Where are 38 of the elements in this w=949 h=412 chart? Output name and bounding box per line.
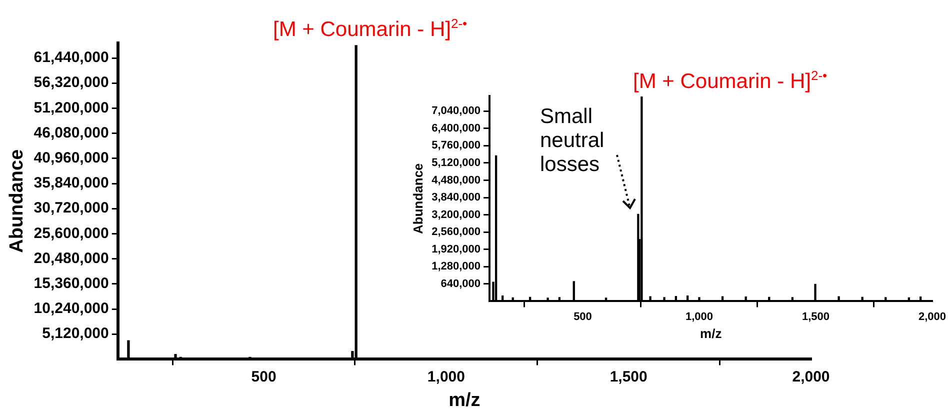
y-tick-label: 3,840,000 bbox=[432, 192, 481, 204]
y-tick-label: 2,560,000 bbox=[432, 226, 481, 238]
y-tick-label: 30,720,000 bbox=[34, 200, 109, 217]
x-axis-title: m/z bbox=[448, 390, 480, 411]
y-tick-label: 40,960,000 bbox=[34, 150, 109, 167]
y-tick-label: 15,360,000 bbox=[34, 275, 109, 292]
annotation: [M + Coumarin - H]$^{2-•}$ bbox=[633, 68, 828, 93]
x-axis-title: m/z bbox=[700, 326, 722, 341]
text: [M + Coumarin - H]$^{2-•}$ bbox=[273, 16, 468, 41]
x-tick-label: 1,000 bbox=[685, 310, 713, 323]
y-tick-label: 1,920,000 bbox=[432, 243, 481, 256]
y-tick-label: 51,200,000 bbox=[34, 99, 109, 116]
y-axis-title: Abundance bbox=[6, 149, 28, 253]
y-axis-title: Abundance bbox=[410, 163, 426, 234]
y-tick-label: 25,600,000 bbox=[34, 224, 109, 242]
x-tick-label: 1,500 bbox=[802, 310, 830, 323]
y-tick-label: 640,000 bbox=[440, 278, 481, 290]
y-tick-label: 5,760,000 bbox=[432, 140, 481, 152]
x-tick-label: 500 bbox=[251, 368, 276, 386]
y-tick-label: 35,840,000 bbox=[34, 174, 109, 192]
y-tick-label: 4,480,000 bbox=[432, 174, 481, 186]
x-tick-label: 1,000 bbox=[427, 368, 465, 386]
y-tick-label: 56,320,000 bbox=[34, 74, 109, 92]
y-tick-label: 5,120,000 bbox=[432, 156, 481, 169]
x-tick-label: 2,000 bbox=[792, 368, 830, 386]
y-tick-label: 1,280,000 bbox=[432, 260, 481, 273]
x-tick-label: 2,000 bbox=[918, 310, 946, 323]
annotation: Small neutral losses bbox=[540, 105, 604, 177]
x-tick-label: 500 bbox=[574, 310, 592, 323]
x-tick-label: 1,500 bbox=[610, 368, 648, 386]
y-tick-label: 46,080,000 bbox=[34, 124, 109, 142]
y-tick-label: 61,440,000 bbox=[34, 49, 109, 66]
y-tick-label: 10,240,000 bbox=[34, 300, 109, 318]
y-tick-label: 20,480,000 bbox=[34, 250, 109, 267]
y-tick-label: 6,400,000 bbox=[432, 122, 481, 134]
y-tick-label: 7,040,000 bbox=[432, 105, 481, 118]
y-tick-label: 3,200,000 bbox=[432, 208, 481, 221]
y-tick-label: 5,120,000 bbox=[42, 325, 109, 342]
